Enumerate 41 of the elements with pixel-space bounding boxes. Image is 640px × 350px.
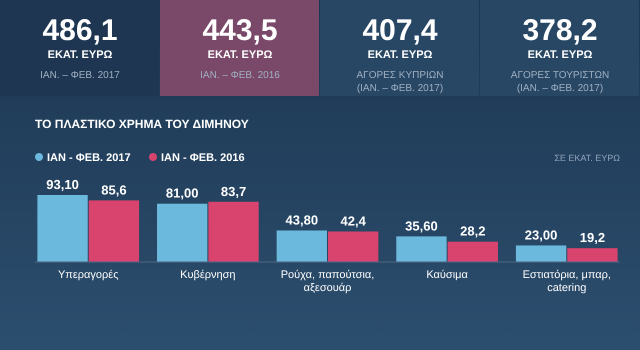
bar — [208, 202, 259, 262]
bar — [448, 242, 498, 262]
data-label: 43,80 — [286, 212, 318, 228]
bar — [157, 204, 208, 262]
data-label: 28,2 — [460, 224, 486, 239]
x-tick-label: Υπεραγορές — [58, 269, 118, 281]
bar — [276, 230, 327, 262]
text: ΕΚΑΤ. ΕΥΡΩ — [48, 49, 113, 61]
legend-label: ΙΑΝ - ΦΕΒ. 2017 — [47, 152, 131, 164]
x-tick-label: Καύσιμα — [426, 269, 469, 281]
data-label: 85,6 — [101, 182, 127, 198]
text: 378,2 — [522, 14, 598, 47]
text: 407,4 — [362, 14, 438, 47]
text: 443,5 — [202, 14, 278, 47]
text: ΕΚΑΤ. ΕΥΡΩ — [208, 49, 273, 61]
text: ΑΓΟΡΕΣ ΤΟΥΡΙΣΤΩΝ (ΙΑΝ. – ΦΕΒ. 2017) — [510, 70, 610, 94]
legend-label: ΙΑΝ - ΦΕΒ. 2016 — [161, 152, 245, 164]
data-label: 19,2 — [580, 230, 606, 246]
x-tick-label: Ρούχα, παπούτσια, αξεσουάρ — [280, 269, 374, 294]
text: ΙΑΝ. – ΦΕΒ. 2017 — [40, 70, 120, 81]
text: ΣΕ ΕΚΑΤ. ΕΥΡΩ — [554, 153, 620, 163]
text: ΕΚΑΤ. ΕΥΡΩ — [368, 49, 433, 61]
text: ΕΚΑΤ. ΕΥΡΩ — [528, 49, 593, 61]
bar — [88, 200, 140, 262]
text: ΑΓΟΡΕΣ ΚΥΠΡΙΩΝ (ΙΑΝ. – ΦΕΒ. 2017) — [356, 70, 444, 94]
bar — [328, 231, 378, 262]
x-tick-label: Εστιατόρια, μπαρ, catering — [522, 269, 611, 294]
chart-title: ΤΟ ΠΛΑΣΤΙΚΟ ΧΡΗΜΑ ΤΟΥ ΔΙΜΗΝΟΥ — [35, 117, 249, 131]
data-label: 83,7 — [220, 184, 246, 199]
data-label: 81,00 — [166, 186, 198, 201]
text: ΙΑΝ. – ΦΕΒ. 2016 — [200, 70, 280, 81]
bar — [516, 245, 566, 262]
bar — [396, 236, 447, 262]
data-label: 93,10 — [46, 177, 79, 192]
data-label: 35,60 — [405, 218, 438, 234]
x-tick-label: Κυβέρνηση — [180, 269, 236, 281]
bar — [567, 248, 618, 262]
text: 486,1 — [42, 14, 118, 47]
bar — [37, 195, 88, 262]
data-label: 23,00 — [524, 227, 558, 242]
data-label: 42,4 — [340, 213, 367, 228]
